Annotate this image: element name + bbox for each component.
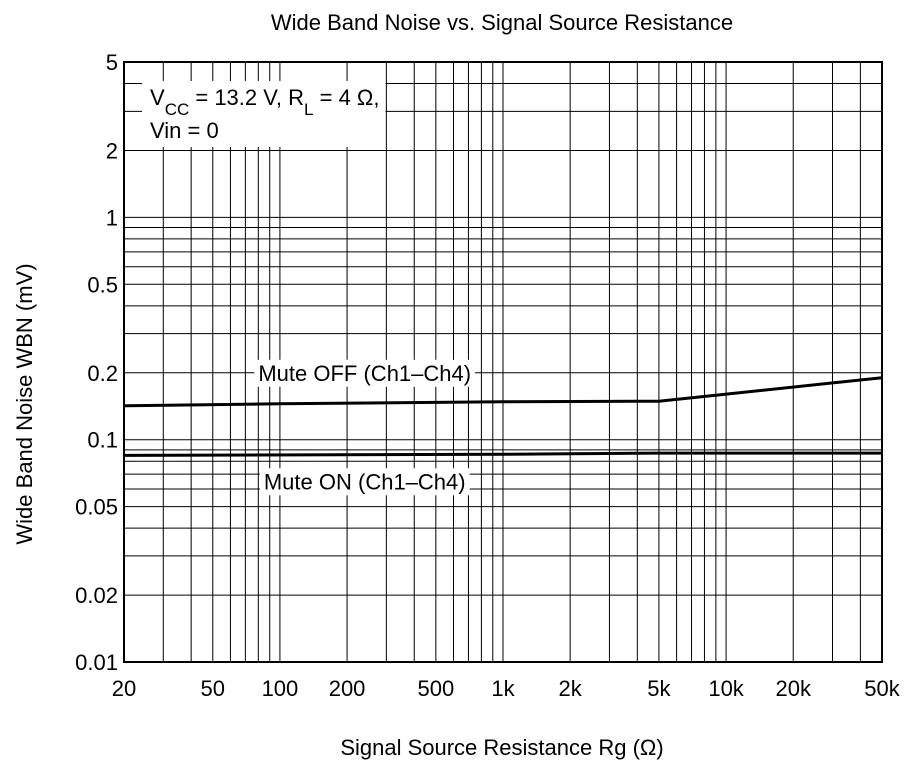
series-labels: Mute OFF (Ch1–Ch4) Mute ON (Ch1–Ch4) bbox=[254, 359, 476, 496]
x-tick-label: 200 bbox=[329, 676, 366, 701]
plot-frame bbox=[123, 61, 883, 663]
x-tick-label: 50 bbox=[201, 676, 225, 701]
series-line-2 bbox=[123, 451, 882, 457]
x-tick-label: 100 bbox=[262, 676, 299, 701]
conditions-annotation: VCC = 13.2 V, RL = 4 Ω, Vin = 0 bbox=[142, 81, 386, 147]
y-tick-label: 0.1 bbox=[87, 428, 118, 453]
y-tick-label: 0.2 bbox=[87, 361, 118, 386]
series-label-bg-1 bbox=[254, 359, 476, 387]
x-tick-label: 20 bbox=[112, 676, 136, 701]
conditions-line-1: VCC = 13.2 V, RL = 4 Ω, bbox=[150, 85, 379, 119]
y-tick-label: 5 bbox=[106, 50, 118, 75]
conditions-line-2: Vin = 0 bbox=[150, 118, 219, 143]
x-tick-label: 2k bbox=[559, 676, 583, 701]
series-label-bg-2 bbox=[259, 468, 470, 496]
series-label-2: Mute ON (Ch1–Ch4) bbox=[264, 469, 466, 494]
y-axis-label: Wide Band Noise WBN (mV) bbox=[12, 263, 37, 544]
y-tick-label: 1 bbox=[106, 205, 118, 230]
y-tick-label: 0.01 bbox=[75, 650, 118, 675]
y-tick-label: 2 bbox=[106, 138, 118, 163]
series-lines bbox=[123, 376, 883, 457]
x-tick-label: 20k bbox=[775, 676, 811, 701]
y-tick-label: 0.05 bbox=[75, 495, 118, 520]
y-tick-label: 0.5 bbox=[87, 272, 118, 297]
x-tick-label: 5k bbox=[647, 676, 671, 701]
series-label-1: Mute OFF (Ch1–Ch4) bbox=[258, 361, 471, 386]
x-tick-labels: 20 50 100 200 500 1k 2k 5k 10k 20k 50k bbox=[112, 676, 901, 701]
series-line-1 bbox=[123, 376, 883, 408]
conditions-background bbox=[142, 81, 386, 147]
grid bbox=[124, 62, 882, 662]
chart-title: Wide Band Noise vs. Signal Source Resist… bbox=[271, 10, 733, 35]
x-tick-label: 10k bbox=[708, 676, 744, 701]
x-tick-label: 1k bbox=[491, 676, 515, 701]
x-axis-label: Signal Source Resistance Rg (Ω) bbox=[340, 735, 663, 760]
x-tick-label: 50k bbox=[864, 676, 900, 701]
x-tick-label: 500 bbox=[417, 676, 454, 701]
y-tick-label: 0.02 bbox=[75, 583, 118, 608]
y-tick-labels: 0.01 0.02 0.05 0.1 0.2 0.5 1 2 5 bbox=[75, 50, 118, 675]
